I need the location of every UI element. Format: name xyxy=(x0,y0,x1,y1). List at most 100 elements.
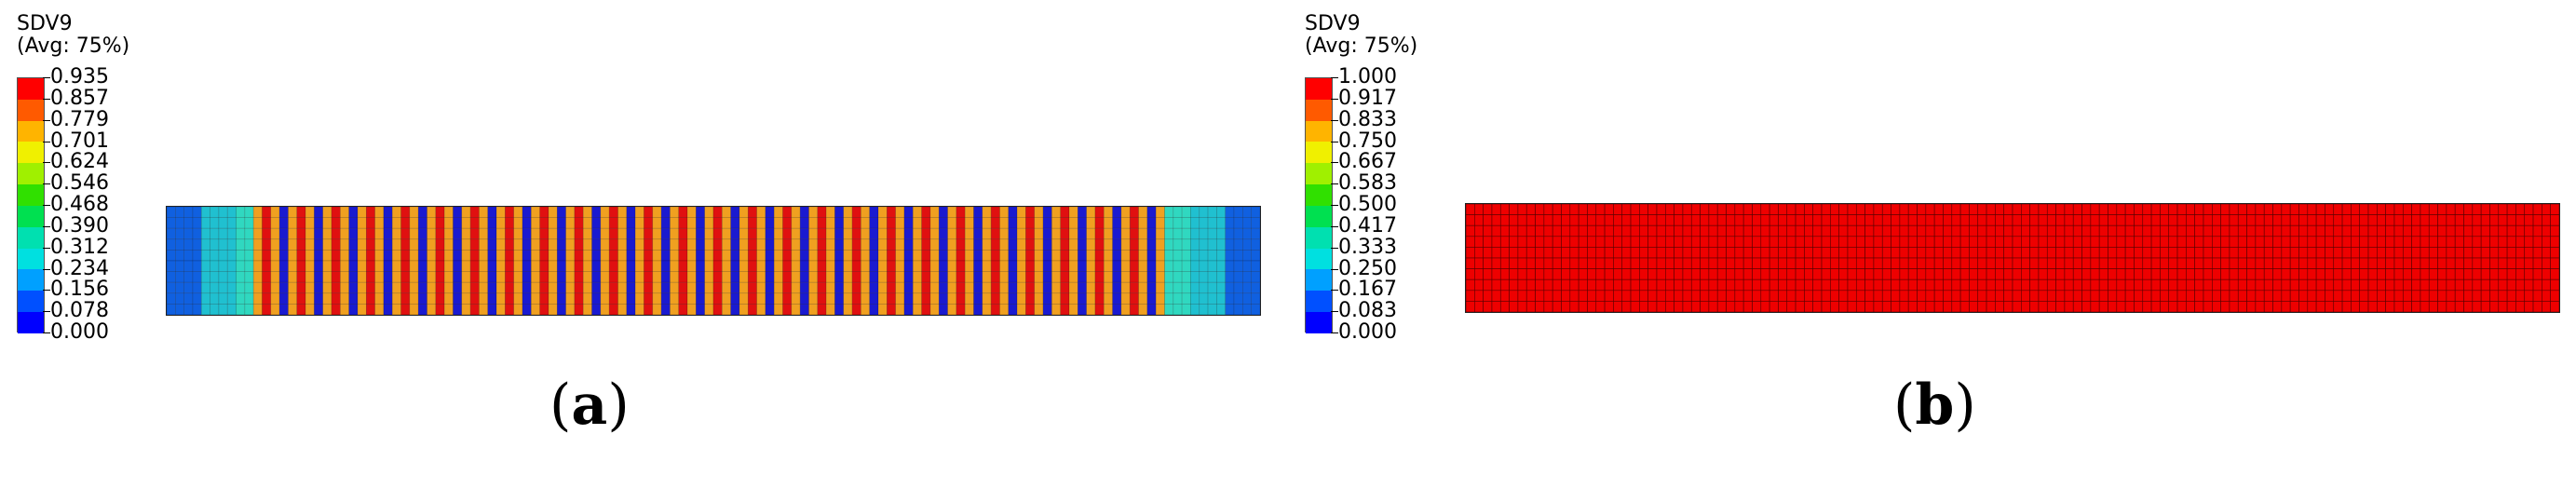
mesh-cell xyxy=(791,238,801,251)
mesh-cell xyxy=(1951,290,1961,302)
mesh-cell xyxy=(756,292,766,305)
mesh-cell xyxy=(1812,214,1823,226)
mesh-cell xyxy=(1899,224,1909,237)
mesh-cell xyxy=(2542,301,2551,312)
mesh-cell xyxy=(1251,207,1260,218)
mesh-cell xyxy=(1025,207,1036,218)
mesh-cell xyxy=(2124,214,2135,226)
mesh-cell xyxy=(453,281,463,294)
mesh-cell xyxy=(2186,204,2195,215)
mesh-cell xyxy=(1917,257,1927,269)
mesh-cell xyxy=(314,217,324,229)
mesh-cell xyxy=(947,207,957,218)
mesh-cell xyxy=(1578,301,1588,312)
mesh-cell xyxy=(782,207,793,218)
mesh-cell xyxy=(1181,227,1191,240)
mesh-cell xyxy=(2150,290,2161,302)
mesh-cell xyxy=(1621,247,1632,259)
mesh-cell xyxy=(644,281,654,294)
legend-tick-label: 0.468 xyxy=(43,193,109,216)
mesh-cell xyxy=(1977,247,1987,259)
mesh-cell xyxy=(1509,290,1519,302)
mesh-cell xyxy=(2402,290,2412,302)
mesh-cell xyxy=(2220,301,2230,312)
mesh-cell xyxy=(2021,247,2030,259)
mesh-cell xyxy=(1951,257,1961,269)
mesh-cell xyxy=(513,238,523,251)
mesh-cell xyxy=(1008,217,1018,229)
mesh-cell xyxy=(2498,290,2508,302)
mesh-cell xyxy=(644,250,654,262)
mesh-cell xyxy=(1933,257,1944,269)
mesh-cell xyxy=(1786,290,1796,302)
mesh-cell xyxy=(1812,278,1823,292)
mesh-cell xyxy=(2333,224,2343,237)
mesh-cell xyxy=(2237,290,2247,302)
mesh-cell xyxy=(2411,204,2421,215)
mesh-cell xyxy=(226,250,237,262)
mesh-cell xyxy=(1569,214,1579,226)
mesh-cell xyxy=(2134,247,2144,259)
mesh-cell xyxy=(773,238,783,251)
mesh-cell xyxy=(1016,260,1026,272)
mesh-cell xyxy=(548,207,558,218)
mesh-cell xyxy=(2480,214,2490,226)
mesh-cell xyxy=(427,217,437,229)
legend-swatch xyxy=(18,184,44,206)
mesh-cell xyxy=(427,271,437,283)
mesh-cell xyxy=(391,227,401,240)
mesh-cell xyxy=(903,260,914,272)
mesh-cell xyxy=(1613,268,1623,280)
mesh-cell xyxy=(2168,247,2178,259)
mesh-cell xyxy=(2325,214,2335,226)
mesh-cell xyxy=(973,217,983,229)
mesh-cell xyxy=(548,271,558,283)
mesh-cell xyxy=(1509,278,1519,292)
mesh-cell xyxy=(2160,247,2170,259)
mesh-cell xyxy=(2454,278,2464,292)
mesh-cell xyxy=(696,260,705,272)
legend-swatch xyxy=(1306,248,1332,270)
mesh-cell xyxy=(522,260,532,272)
mesh-cell xyxy=(2150,204,2161,215)
mesh-cell xyxy=(903,238,914,251)
mesh-cell xyxy=(608,292,618,305)
mesh-cell xyxy=(1466,301,1475,312)
mesh-cell xyxy=(2351,268,2360,280)
mesh-cell xyxy=(1587,301,1597,312)
mesh-cell xyxy=(2168,204,2178,215)
mesh-cell xyxy=(1847,214,1857,226)
mesh-cell xyxy=(1509,268,1519,280)
mesh-cell xyxy=(1716,268,1727,280)
mesh-cell xyxy=(1216,260,1227,272)
mesh-cell xyxy=(2542,204,2551,215)
mesh-cell xyxy=(340,207,349,218)
mesh-cell xyxy=(1995,214,2004,226)
mesh-cell xyxy=(348,250,359,262)
mesh-cell xyxy=(357,304,367,315)
mesh-cell xyxy=(1034,260,1044,272)
mesh-cell xyxy=(704,304,714,315)
mesh-cell xyxy=(2351,236,2360,248)
mesh-cell xyxy=(887,304,896,315)
mesh-cell xyxy=(791,281,801,294)
mesh-cell xyxy=(262,271,272,283)
mesh-cell xyxy=(1821,236,1831,248)
mesh-cell xyxy=(2550,290,2559,302)
mesh-cell xyxy=(2315,214,2325,226)
mesh-cell xyxy=(1969,214,1979,226)
mesh-cell xyxy=(2124,290,2135,302)
mesh-cell xyxy=(1051,260,1061,272)
mesh-cell xyxy=(817,260,827,272)
mesh-cell xyxy=(2524,278,2534,292)
mesh-cell xyxy=(903,250,914,262)
mesh-cell xyxy=(1786,268,1796,280)
mesh-cell xyxy=(2515,268,2526,280)
legend-swatch xyxy=(1306,142,1332,164)
mesh-cell xyxy=(999,260,1010,272)
mesh-cell xyxy=(340,260,349,272)
mesh-cell xyxy=(1587,278,1597,292)
mesh-cell xyxy=(435,292,445,305)
mesh-cell xyxy=(314,227,324,240)
mesh-cell xyxy=(331,271,341,283)
